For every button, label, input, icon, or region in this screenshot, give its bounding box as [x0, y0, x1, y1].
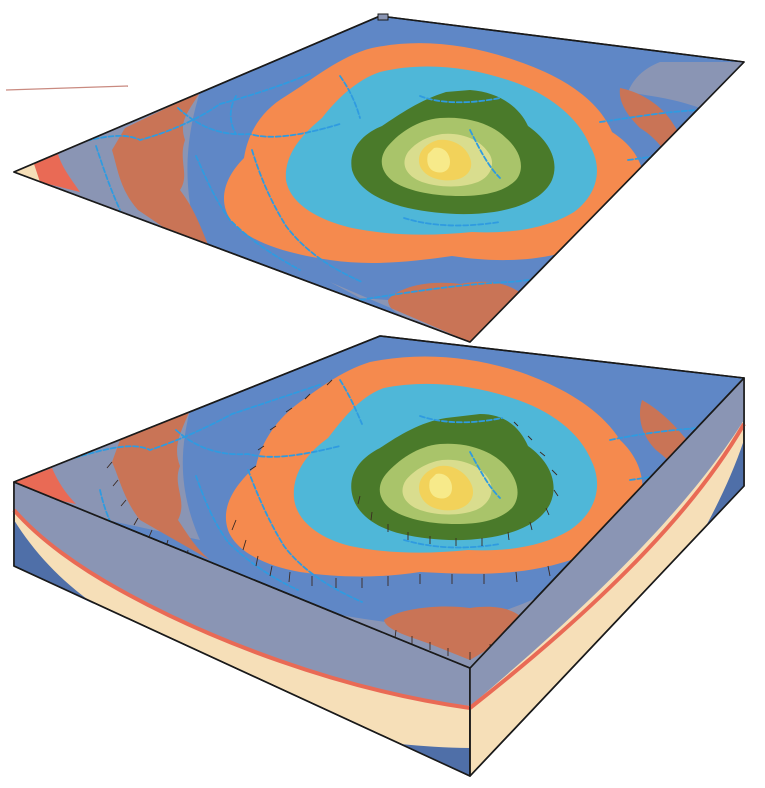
stream-line — [59, 383, 323, 463]
stream-line — [419, 95, 501, 104]
stream-line — [247, 469, 363, 603]
stream-line — [599, 109, 701, 123]
stream-line — [95, 145, 121, 211]
unit-paleyellow-core — [427, 147, 450, 173]
unit-salmon-corner-b — [14, 468, 76, 504]
unit-brown-south — [388, 281, 528, 342]
layer-darkblue-side — [706, 440, 744, 526]
stream-line — [469, 451, 501, 499]
stream-line — [195, 155, 301, 271]
stream-line — [49, 73, 311, 151]
layer-salmon-side — [468, 422, 746, 710]
layer-gray-side — [470, 378, 744, 706]
unit-paleyellow-core-b — [429, 473, 452, 499]
map-frame — [13, 15, 745, 343]
block-top-frame — [13, 335, 745, 669]
unit-slate-east — [628, 62, 744, 108]
stream-line — [251, 149, 363, 283]
stream-line — [403, 217, 501, 227]
geologic-map-plan-view — [5, 13, 745, 343]
unit-cream-corner — [14, 164, 40, 182]
stream-line — [419, 415, 503, 424]
unit-slate-south — [330, 282, 470, 342]
stream-line — [339, 75, 361, 119]
unit-brown-west-b — [112, 410, 210, 560]
layer-gray-front — [14, 482, 470, 706]
block-diagram-3d — [12, 335, 746, 777]
layer-salmon-front — [12, 508, 471, 710]
stream-line — [229, 95, 237, 135]
stream-line — [469, 129, 501, 179]
stream-line — [609, 427, 701, 441]
stream-line — [195, 475, 299, 591]
layer-darkblue-front — [14, 520, 94, 604]
leader-line — [5, 85, 129, 91]
stream-line — [403, 539, 501, 549]
stream-line — [339, 379, 363, 425]
unit-brown-west — [112, 92, 215, 262]
stream-line — [175, 429, 341, 458]
corner-marker — [377, 13, 389, 21]
stream-line — [177, 107, 341, 138]
unit-salmon-corner — [14, 154, 80, 192]
